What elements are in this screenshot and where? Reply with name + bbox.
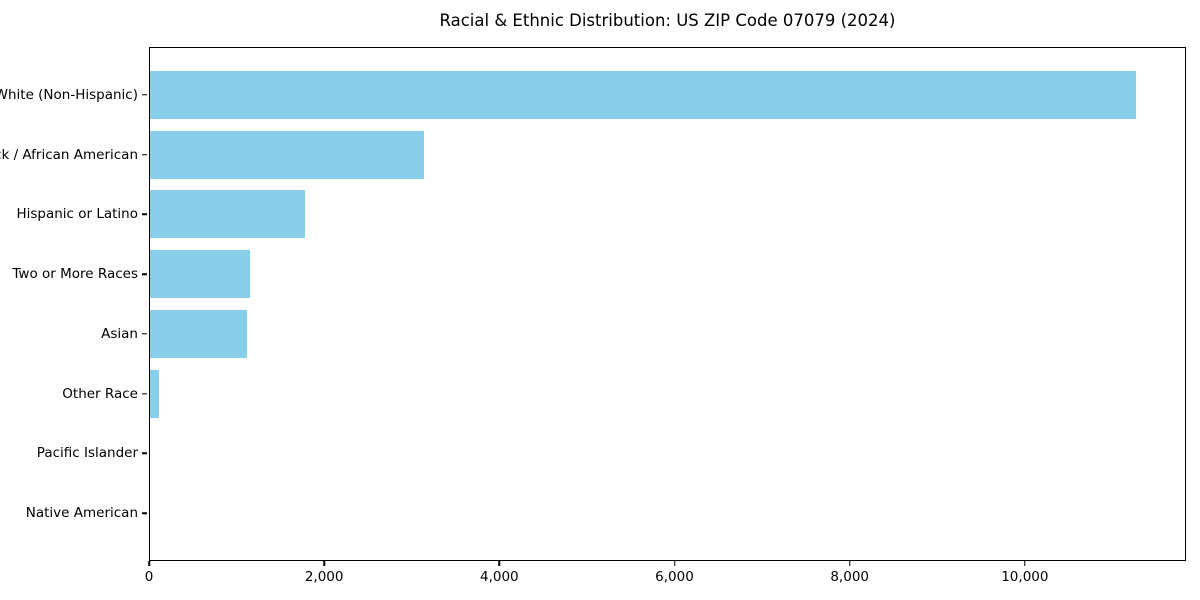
bar-row: Black / African American [0,125,1185,185]
plot-area: White (Non-Hispanic) Black / African Amer… [0,47,1186,561]
x-tick-label: 2,000 [304,569,344,585]
chart-title: Racial & Ethnic Distribution: US ZIP Cod… [439,11,896,30]
x-tick-mark [848,561,851,566]
y-tick-mark [141,392,147,395]
bar-row: Other Race [62,364,1185,424]
bar-row: White (Non-Hispanic) [0,65,1185,125]
x-tick-label: 4,000 [480,569,519,585]
x-tick-mark [148,561,150,566]
y-tick-label: White (Non-Hispanic) [0,86,138,103]
y-tick-mark [141,452,147,455]
y-tick-label: Hispanic or Latino [16,206,138,223]
y-tick-label: Other Race [62,385,138,402]
y-tick-label: Two or More Races [12,266,138,283]
x-tick-mark [323,561,325,566]
x-tick-label: 0 [144,569,154,585]
y-tick-mark [141,153,147,156]
bar-row: Hispanic or Latino [16,185,1185,245]
bar [150,250,250,299]
bar [150,190,305,239]
x-tick-mark [1024,561,1026,566]
y-tick-label: Asian [101,325,138,342]
y-tick-label: Native American [25,505,138,522]
x-axis: 0 2,000 4,000 6,000 8,000 10,000 [145,561,1186,595]
plot-rows: White (Non-Hispanic) Black / African Amer… [0,65,1185,543]
bar-row: Native American [26,483,1185,543]
y-tick-mark [141,94,147,96]
x-tick-label: 8,000 [830,569,869,585]
bar [150,369,160,418]
y-tick-mark [141,333,147,335]
bar [150,309,247,358]
bar-row: Two or More Races [12,244,1185,304]
x-tick-mark [498,561,501,566]
bar [150,70,1137,119]
y-tick-mark [141,213,147,216]
x-tick-label: 6,000 [655,569,694,585]
bar-row: Pacific Islander [37,424,1185,484]
x-tick-mark [673,561,676,566]
bar [150,130,425,179]
y-tick-mark [141,512,147,514]
y-tick-label: Black / African American [0,146,138,163]
x-tick-label: 10,000 [1001,569,1049,585]
y-tick-label: Pacific Islander [36,445,138,462]
bar-row: Asian [101,304,1185,364]
y-tick-mark [141,273,147,275]
